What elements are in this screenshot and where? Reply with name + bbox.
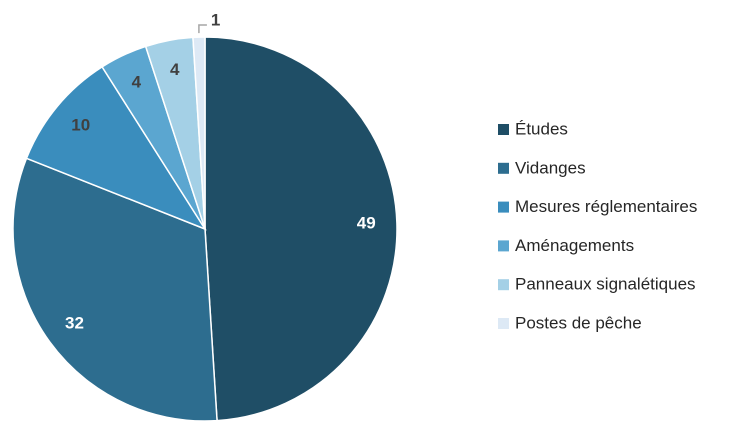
pie-slice [25, 65, 207, 231]
pie-slice [12, 157, 218, 421]
legend-swatch [498, 318, 509, 329]
legend-label: Postes de pêche [515, 313, 642, 332]
legend-swatch [498, 201, 509, 213]
value-label: 4 [170, 60, 180, 79]
legend-swatch [498, 124, 509, 135]
value-label: 1 [211, 10, 220, 29]
legend-swatch [498, 279, 509, 291]
pie-slice [204, 36, 398, 421]
pie-slice [192, 36, 206, 230]
legend-label: Études [515, 119, 568, 138]
value-label: 49 [357, 213, 376, 232]
value-label: 4 [132, 73, 142, 92]
legend-swatch [498, 240, 509, 252]
leader-line [198, 24, 207, 34]
value-label: 32 [65, 313, 84, 332]
legend-swatch [498, 162, 509, 174]
legend-label: Mesures réglementaires [515, 197, 697, 216]
legend-label: Aménagements [515, 236, 634, 255]
legend-label: Panneaux signalétiques [515, 275, 696, 294]
value-label: 10 [71, 116, 90, 135]
legend-label: Vidanges [515, 158, 586, 177]
